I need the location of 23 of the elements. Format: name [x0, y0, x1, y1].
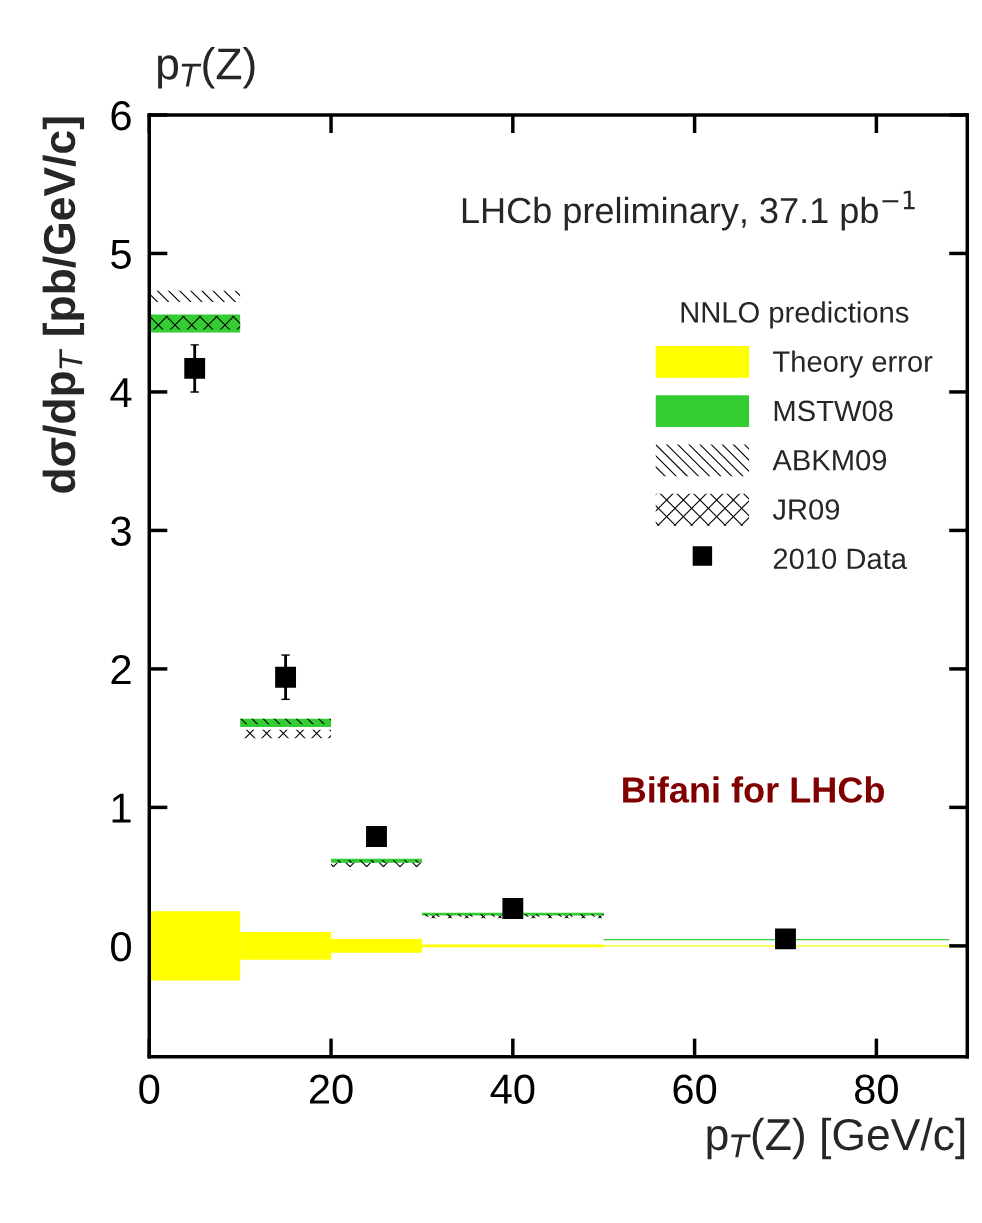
legend-label: JR09: [772, 499, 840, 520]
y-axis-title: dσ/dp$_{T}$ [pb/GeV/c]: [42, 117, 85, 493]
y-tick-label: 0: [111, 931, 131, 962]
y-tick-label: 5: [111, 239, 131, 269]
x-axis-title: p$_{T}$(Z) [GeV/c]: [707, 1117, 965, 1160]
x-tick-label: 40: [490, 1074, 535, 1104]
chart-title: p$_{T}$(Z): [158, 47, 255, 89]
legend-label: Theory error: [773, 350, 933, 378]
x-tick-label: 20: [309, 1074, 353, 1104]
legend-title: NNLO predictions: [681, 301, 909, 329]
legend-label: 2010 Data: [773, 548, 907, 570]
y-tick-label: 3: [111, 516, 131, 546]
annotation: LHCb preliminary, 37.1 pb$^{−1}$: [462, 190, 915, 231]
x-tick-label: 80: [855, 1074, 898, 1104]
annotation: Bifani for LHCb: [623, 776, 884, 803]
y-tick-label: 4: [110, 378, 132, 408]
legend-label: ABKM09: [772, 449, 887, 471]
y-tick-label: 6: [111, 100, 131, 131]
x-tick-label: 60: [673, 1074, 717, 1104]
x-tick-label: 0: [139, 1074, 160, 1104]
y-tick-label: 1: [112, 793, 131, 823]
legend-label: MSTW08: [774, 400, 893, 422]
y-tick-label: 2: [111, 654, 131, 685]
